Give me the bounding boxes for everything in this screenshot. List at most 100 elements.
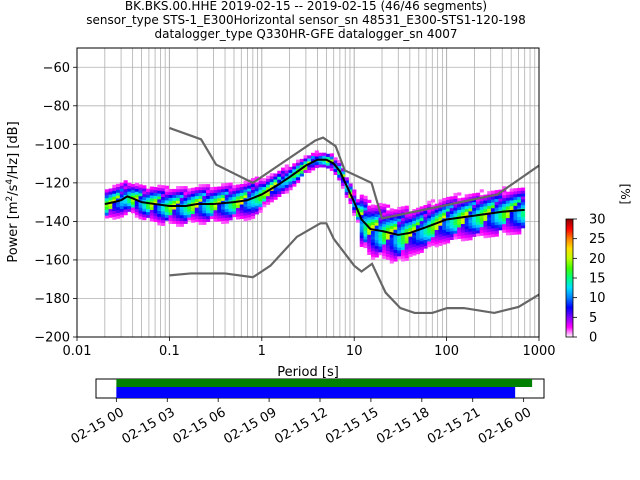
heatmap-cell xyxy=(138,210,143,214)
heatmap-cell xyxy=(517,199,522,203)
heatmap-cell xyxy=(179,194,184,198)
heatmap-cell xyxy=(378,252,383,256)
heatmap-cell xyxy=(442,221,447,225)
heatmap-cell xyxy=(228,191,233,195)
heatmap-cell xyxy=(479,200,484,205)
heatmap-cell xyxy=(112,196,117,200)
heatmap-cell xyxy=(393,243,398,248)
heatmap-cell xyxy=(389,251,394,255)
heatmap-cell xyxy=(209,192,214,196)
heatmap-cell xyxy=(258,203,263,208)
heatmap-cell xyxy=(157,213,162,217)
heatmap-cell xyxy=(221,194,226,198)
heatmap-cell xyxy=(367,199,372,203)
heatmap-cell xyxy=(202,210,207,214)
heatmap-cell xyxy=(318,152,323,156)
heatmap-cell xyxy=(221,186,226,190)
heatmap-cell xyxy=(513,219,518,224)
heatmap-cell xyxy=(236,190,241,194)
heatmap-cell xyxy=(378,246,383,250)
heatmap-cell xyxy=(198,221,203,225)
heatmap-cell xyxy=(337,171,342,175)
heatmap-cell xyxy=(442,241,447,245)
heatmap-cell xyxy=(389,234,394,238)
heatmap-cell xyxy=(232,211,237,215)
heatmap-cell xyxy=(191,219,196,223)
heatmap-cell xyxy=(385,242,391,246)
heatmap-cell xyxy=(251,183,256,188)
heatmap-cell xyxy=(288,184,293,188)
heatmap-cell xyxy=(359,197,364,201)
heatmap-cell xyxy=(296,179,301,184)
heatmap-cell xyxy=(404,220,409,224)
heatmap-cell xyxy=(322,155,327,159)
heatmap-cell xyxy=(408,250,413,254)
heatmap-cell xyxy=(221,197,226,201)
heatmap-cell xyxy=(374,205,379,209)
heatmap-cell xyxy=(412,243,417,247)
heatmap-cell xyxy=(487,191,492,195)
heatmap-cell xyxy=(236,196,241,200)
heatmap-cell xyxy=(412,214,417,218)
heatmap-cell xyxy=(194,207,199,211)
heatmap-cell xyxy=(487,231,492,235)
heatmap-cell xyxy=(487,214,492,218)
heatmap-cell xyxy=(472,225,477,229)
heatmap-cell xyxy=(146,211,151,215)
heatmap-cell xyxy=(412,246,417,250)
heatmap-cell xyxy=(419,212,424,216)
heatmap-cell xyxy=(243,200,248,204)
heatmap-cell xyxy=(430,207,436,212)
heatmap-cell xyxy=(198,195,203,199)
heatmap-cell xyxy=(382,244,387,248)
heatmap-cell xyxy=(415,207,421,211)
heatmap-cell xyxy=(296,165,301,169)
heatmap-cell xyxy=(397,224,402,228)
heatmap-cell xyxy=(221,191,226,196)
heatmap-cell xyxy=(475,227,481,231)
heatmap-cell xyxy=(329,156,334,160)
heatmap-cell xyxy=(378,202,383,207)
heatmap-cell xyxy=(438,225,443,229)
heatmap-cell xyxy=(400,235,406,239)
heatmap-cell xyxy=(412,252,417,256)
heatmap-cell xyxy=(127,182,132,186)
heatmap-cell xyxy=(243,209,248,213)
heatmap-cell xyxy=(296,176,301,181)
heatmap-cell xyxy=(266,184,271,188)
heatmap-cell xyxy=(367,205,372,209)
heatmap-cell xyxy=(415,233,421,237)
heatmap-cell xyxy=(161,205,166,209)
heatmap-cell xyxy=(498,215,503,219)
heatmap-cell xyxy=(284,184,289,188)
heatmap-cell xyxy=(490,202,496,206)
heatmap-cell xyxy=(498,221,503,225)
heatmap-cell xyxy=(412,232,417,236)
heatmap-cell xyxy=(104,200,109,205)
heatmap-cell xyxy=(475,233,481,237)
heatmap-cell xyxy=(119,214,124,218)
heatmap-cell xyxy=(277,179,282,183)
heatmap-cell xyxy=(487,222,492,227)
heatmap-cell xyxy=(254,188,259,192)
heatmap-cell xyxy=(307,166,312,171)
heatmap-cell xyxy=(393,249,398,253)
heatmap-cell xyxy=(509,223,514,227)
heatmap-cell xyxy=(191,207,196,212)
heatmap-cell xyxy=(134,205,139,210)
heatmap-cell xyxy=(498,201,503,205)
heatmap-cell xyxy=(382,209,387,213)
heatmap-cell xyxy=(415,242,421,246)
heatmap-cell xyxy=(191,205,196,209)
heatmap-cell xyxy=(164,208,169,212)
heatmap-cell xyxy=(138,184,143,188)
heatmap-cell xyxy=(284,181,289,185)
heatmap-cell xyxy=(363,224,368,228)
heatmap-cell xyxy=(142,185,147,189)
heatmap-cell xyxy=(378,205,383,209)
heatmap-cell xyxy=(179,191,184,196)
heatmap-cell xyxy=(498,212,503,216)
x-tick-label: 0.01 xyxy=(63,344,92,359)
heatmap-cell xyxy=(318,164,323,168)
